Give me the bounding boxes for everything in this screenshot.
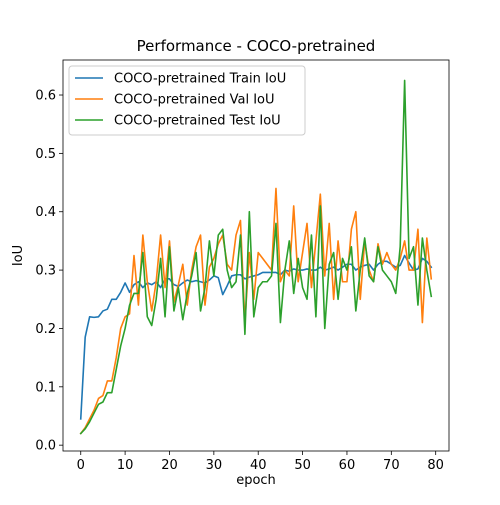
y-tick-label: 0.5: [35, 147, 56, 162]
plot-lines: [79, 79, 433, 435]
y-axis: 0.0 0.1 0.2 0.3 0.4 0.5 0.6: [35, 89, 63, 454]
y-tick-label: 0.2: [35, 322, 56, 337]
legend-label-1: COCO-pretrained Val IoU: [114, 93, 275, 108]
x-tick-label: 10: [117, 458, 134, 473]
y-tick-label: 0.3: [35, 264, 56, 279]
x-tick-label: 80: [427, 458, 444, 473]
x-tick-label: 40: [250, 458, 267, 473]
y-axis-label: IoU: [11, 245, 26, 266]
legend-label-0: COCO-pretrained Train IoU: [114, 72, 286, 87]
chart-title: Performance - COCO-pretrained: [137, 37, 376, 55]
y-tick-label: 0.4: [35, 205, 56, 220]
legend-box: [68, 65, 306, 136]
legend-label-2: COCO-pretrained Test IoU: [114, 114, 281, 129]
plot-frame: [62, 59, 450, 452]
x-tick-label: 0: [77, 458, 85, 473]
x-axis: 0 10 20 30 40 50 60 70 80: [77, 451, 444, 473]
x-tick-label: 50: [294, 458, 311, 473]
x-tick-label: 20: [161, 458, 178, 473]
x-axis-label: epoch: [236, 473, 276, 488]
x-tick-label: 70: [383, 458, 400, 473]
chart-legend: COCO-pretrained Train IoU COCO-pretrained…: [68, 65, 306, 136]
x-tick-label: 60: [339, 458, 356, 473]
y-tick-label: 0.6: [35, 89, 56, 104]
series-line-2: [79, 79, 433, 435]
y-tick-label: 0.1: [35, 380, 56, 395]
x-tick-label: 30: [206, 458, 223, 473]
y-tick-label: 0.0: [35, 439, 56, 454]
